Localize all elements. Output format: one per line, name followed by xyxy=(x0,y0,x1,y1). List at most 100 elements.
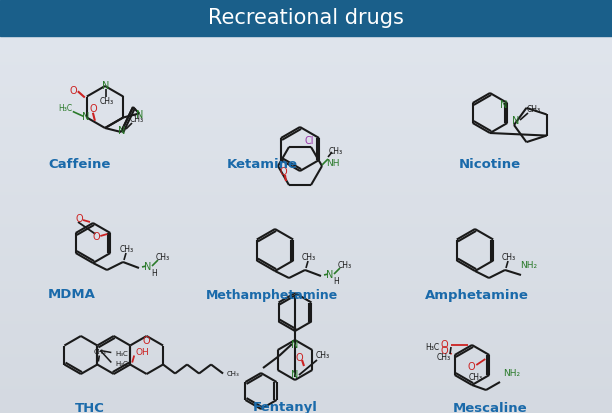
Bar xyxy=(0,87,612,88)
Bar xyxy=(0,170,612,171)
Bar xyxy=(0,210,612,211)
Bar xyxy=(0,313,612,314)
Bar xyxy=(0,178,612,179)
Bar xyxy=(0,412,612,413)
Bar xyxy=(0,395,612,396)
Text: O: O xyxy=(92,232,100,242)
Bar xyxy=(0,137,612,138)
Bar xyxy=(0,402,612,403)
Bar xyxy=(0,355,612,356)
Bar xyxy=(0,67,612,68)
Text: CH₃: CH₃ xyxy=(468,373,482,382)
Text: CH₃: CH₃ xyxy=(329,147,343,156)
Bar xyxy=(0,65,612,66)
Bar xyxy=(0,259,612,260)
Bar xyxy=(0,292,612,293)
Bar xyxy=(0,135,612,136)
Bar xyxy=(0,332,612,333)
Bar xyxy=(0,127,612,128)
Bar xyxy=(0,139,612,140)
Bar xyxy=(0,410,612,411)
Bar xyxy=(0,50,612,51)
Bar xyxy=(0,356,612,357)
Bar xyxy=(0,10,612,11)
Bar xyxy=(0,344,612,345)
Text: CH₃: CH₃ xyxy=(527,104,541,114)
Bar xyxy=(0,24,612,25)
Bar xyxy=(0,57,612,58)
Text: H₃C: H₃C xyxy=(425,344,440,353)
Bar xyxy=(0,240,612,241)
Bar xyxy=(0,5,612,6)
Bar xyxy=(0,55,612,56)
Text: NH: NH xyxy=(326,159,340,168)
Bar xyxy=(0,320,612,321)
Bar xyxy=(0,245,612,246)
Bar xyxy=(0,359,612,360)
Text: N: N xyxy=(291,370,299,380)
Bar xyxy=(0,141,612,142)
Bar xyxy=(0,23,612,24)
Bar xyxy=(0,282,612,283)
Bar xyxy=(0,76,612,77)
Bar xyxy=(0,38,612,39)
Bar xyxy=(0,376,612,377)
Bar xyxy=(0,82,612,83)
Bar xyxy=(0,349,612,350)
Bar xyxy=(0,89,612,90)
Bar xyxy=(0,366,612,367)
Bar xyxy=(0,188,612,189)
Bar xyxy=(0,9,612,10)
Bar xyxy=(0,42,612,43)
Bar xyxy=(0,73,612,74)
Bar xyxy=(0,15,612,16)
Bar xyxy=(0,221,612,222)
Text: N: N xyxy=(144,262,152,272)
Bar xyxy=(0,238,612,239)
Bar xyxy=(0,346,612,347)
Bar xyxy=(0,286,612,287)
Bar xyxy=(0,401,612,402)
Bar xyxy=(0,274,612,275)
Bar xyxy=(0,350,612,351)
Bar xyxy=(0,296,612,297)
Bar xyxy=(0,211,612,212)
Bar xyxy=(0,118,612,119)
Bar xyxy=(0,360,612,361)
Bar xyxy=(0,375,612,376)
Text: Mescaline: Mescaline xyxy=(453,401,528,413)
Bar xyxy=(0,201,612,202)
Bar xyxy=(0,51,612,52)
Text: N: N xyxy=(82,112,89,123)
Bar xyxy=(0,263,612,264)
Bar xyxy=(0,113,612,114)
Bar xyxy=(0,278,612,279)
Bar xyxy=(0,394,612,395)
Bar xyxy=(0,265,612,266)
Text: CH₃: CH₃ xyxy=(338,261,352,270)
Bar xyxy=(0,199,612,200)
Bar xyxy=(0,293,612,294)
Bar xyxy=(0,330,612,331)
Bar xyxy=(0,71,612,72)
Text: H₃C: H₃C xyxy=(115,351,128,356)
Bar xyxy=(0,98,612,99)
Text: O: O xyxy=(468,362,475,372)
Text: H₃C: H₃C xyxy=(58,104,72,113)
Bar xyxy=(0,337,612,338)
Bar xyxy=(0,85,612,86)
Bar xyxy=(0,163,612,164)
Text: N: N xyxy=(102,81,110,91)
Bar xyxy=(0,49,612,50)
Bar xyxy=(0,117,612,118)
Bar xyxy=(0,354,612,355)
Bar xyxy=(0,59,612,60)
Bar xyxy=(0,268,612,269)
Bar xyxy=(0,257,612,258)
Bar xyxy=(0,324,612,325)
Bar xyxy=(0,66,612,67)
Bar xyxy=(0,128,612,129)
Bar xyxy=(0,289,612,290)
Bar xyxy=(0,64,612,65)
Bar xyxy=(0,242,612,243)
